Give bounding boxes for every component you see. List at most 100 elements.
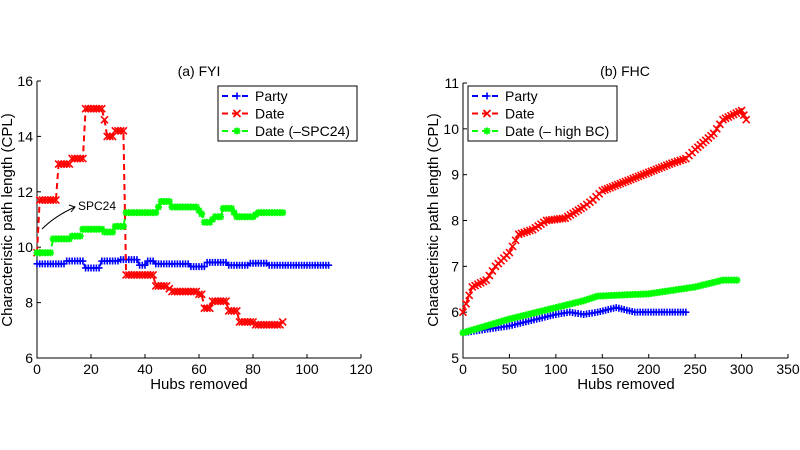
data-point [109, 228, 117, 236]
data-point [458, 308, 468, 317]
data-point [146, 270, 155, 279]
x-axis-label: Hubs removed [150, 376, 248, 393]
series-date [458, 106, 751, 317]
data-point [149, 270, 158, 279]
x-tick-label: 300 [730, 361, 754, 377]
x-tick-label: 80 [245, 361, 261, 377]
data-point [465, 291, 474, 300]
y-tick-label: 9 [451, 167, 459, 183]
data-point [76, 232, 84, 240]
y-tick-label: 10 [443, 121, 459, 137]
x-tick-label: 200 [637, 361, 661, 377]
data-point [488, 266, 497, 275]
data-point [206, 218, 214, 226]
data-point [483, 92, 491, 100]
legend-label: Date [505, 106, 535, 122]
legend-label: Date [255, 106, 285, 122]
data-point [98, 225, 106, 233]
data-point [197, 290, 206, 299]
data-point [200, 263, 208, 271]
data-point [97, 104, 106, 113]
legend-item: Date (– high BC) [472, 123, 609, 139]
data-point [279, 209, 287, 217]
x-tick-label: 100 [295, 361, 319, 377]
chart-fhc: (b) FHC Hubs removed Characteristic path… [425, 63, 800, 393]
legend-label: Party [505, 88, 538, 104]
y-tick-label: 6 [25, 350, 33, 366]
x-tick-label: 40 [137, 361, 153, 377]
data-point [195, 206, 203, 214]
data-point [78, 154, 87, 163]
data-point [482, 276, 491, 285]
data-point [119, 222, 127, 230]
data-point [232, 109, 242, 118]
legend-item: Party [222, 88, 288, 104]
series-party [459, 304, 690, 337]
data-point [583, 296, 590, 304]
data-point [580, 297, 588, 305]
data-point [159, 281, 168, 291]
data-point [95, 104, 104, 113]
legend-label: Date (– high BC) [505, 123, 609, 139]
series-date-high-bc- [459, 276, 741, 337]
data-point [230, 209, 238, 217]
data-point [233, 92, 241, 100]
data-point [205, 304, 214, 313]
arrow-line [41, 206, 76, 230]
data-point [221, 297, 231, 306]
data-point [558, 214, 567, 223]
data-point [485, 271, 494, 280]
data-point [739, 111, 748, 120]
data-point [198, 210, 206, 218]
y-tick-label: 6 [451, 304, 459, 320]
legend-box [217, 85, 358, 142]
series-date-spc24- [33, 197, 287, 257]
data-point [49, 196, 58, 205]
data-point [246, 317, 255, 327]
x-tick-label: 350 [776, 361, 800, 377]
data-point [737, 106, 746, 115]
data-point [194, 290, 204, 299]
data-point [709, 129, 718, 138]
x-tick-label: 250 [683, 361, 707, 377]
data-point [79, 257, 87, 265]
data-point [51, 196, 60, 205]
y-tick-label: 7 [451, 258, 459, 274]
x-tick-label: 50 [502, 361, 518, 377]
data-point [505, 248, 514, 257]
data-point [273, 320, 282, 329]
data-point [189, 287, 198, 296]
x-tick-label: 150 [591, 361, 615, 377]
data-point [47, 249, 54, 257]
y-tick-label: 10 [17, 239, 33, 255]
legend-item: Party [472, 88, 538, 104]
data-point [588, 294, 596, 302]
data-point [100, 115, 109, 124]
data-point [733, 276, 741, 284]
legend-label: Party [255, 88, 288, 104]
x-tick-label: 0 [459, 361, 467, 377]
x-axis-label: Hubs removed [577, 376, 675, 393]
data-point [233, 127, 241, 135]
data-point [508, 242, 517, 251]
y-axis-label: Characteristic path length (CPL) [425, 113, 442, 326]
data-point [482, 109, 492, 118]
data-point [217, 213, 225, 221]
data-point [585, 295, 593, 303]
x-tick-label: 100 [544, 361, 568, 377]
legend-item: Date [222, 106, 285, 122]
annotation-spc24: SPC24 [78, 199, 116, 213]
legend-item: Date (–SPC24) [222, 123, 350, 139]
data-point [155, 203, 162, 211]
data-point [209, 216, 216, 223]
data-point [133, 256, 141, 264]
data-point [152, 209, 160, 217]
x-tick-label: 20 [83, 361, 99, 377]
data-point [742, 115, 751, 124]
y-tick-label: 8 [25, 295, 33, 311]
y-tick-label: 14 [17, 128, 33, 144]
y-tick-label: 8 [451, 213, 459, 229]
y-tick-label: 11 [444, 75, 459, 91]
